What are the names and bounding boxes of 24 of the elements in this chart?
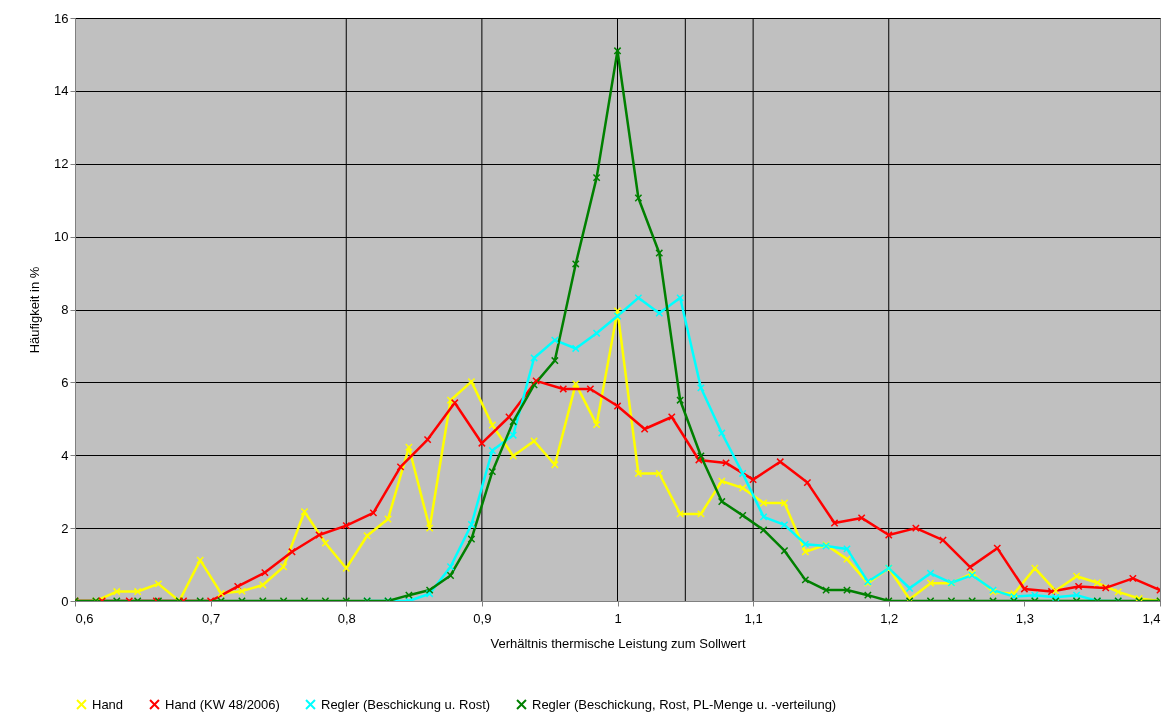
x-axis-title: Verhältnis thermische Leistung zum Sollwert	[490, 635, 746, 651]
x-tick-label: 1	[614, 610, 622, 626]
legend-label: Regler (Beschickung, Rost, PL-Menge u. -verteilung)	[532, 696, 837, 712]
x-tick-label: 1,2	[880, 610, 899, 626]
x-tick-label: 1,3	[1015, 610, 1034, 626]
y-tick-label: 12	[54, 156, 69, 172]
x-tick-label: 0,6	[75, 610, 94, 626]
y-tick-label: 4	[61, 447, 69, 463]
legend-label: Regler (Beschickung u. Rost)	[321, 696, 491, 712]
x-tick-label: 0,8	[337, 610, 356, 626]
y-tick-label: 2	[61, 520, 69, 536]
x-tick-label: 0,7	[202, 610, 221, 626]
x-tick-label: 1,1	[744, 610, 763, 626]
y-tick-label: 14	[54, 83, 69, 99]
y-tick-label: 8	[61, 302, 69, 317]
x-tick-label: 1,4	[1142, 610, 1161, 626]
y-axis-title: Häufigkeit in %	[27, 266, 43, 354]
legend-label: Hand (KW 48/2006)	[165, 696, 280, 712]
y-tick-label: 16	[54, 10, 69, 26]
y-tick-label: 6	[61, 374, 69, 390]
y-tick-label: 0	[61, 593, 69, 609]
y-tick-label: 10	[54, 229, 69, 245]
x-tick-label: 0,9	[473, 610, 492, 626]
legend-label: Hand	[92, 696, 124, 712]
